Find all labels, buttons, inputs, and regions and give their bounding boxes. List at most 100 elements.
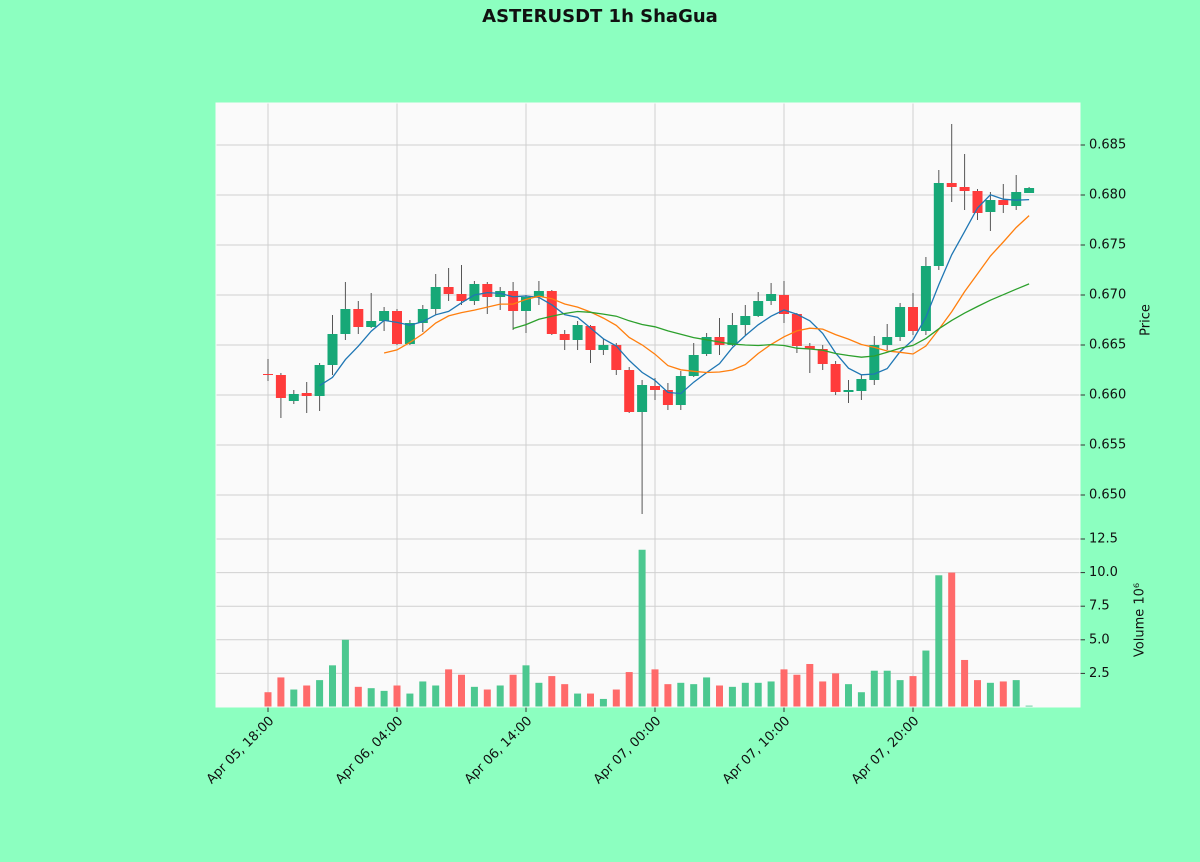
volume-axis-label: Volume 10⁶ (1133, 583, 1148, 657)
volume-bar (509, 674, 517, 707)
volume-bar (819, 681, 827, 707)
candle-body (392, 311, 402, 344)
candle-body (585, 326, 596, 350)
candle-body (1024, 188, 1035, 193)
candle-body (933, 183, 944, 266)
volume-bar (690, 684, 698, 707)
candle-body (1011, 192, 1022, 206)
volume-bar (1025, 705, 1033, 707)
candle-body (546, 291, 557, 334)
y-tick-label: 0.670 (1089, 288, 1126, 303)
volume-bar (883, 670, 891, 707)
volume-bar (806, 663, 814, 707)
candle-body (701, 337, 712, 354)
volume-bar (664, 684, 672, 707)
moving-average-line (319, 194, 1030, 395)
volume-bar (935, 575, 943, 707)
candle-body (650, 386, 660, 390)
volume-bar (548, 676, 556, 707)
y-tick-label: 0.685 (1089, 138, 1126, 153)
volume-bar (948, 572, 956, 707)
volume-bar (780, 669, 788, 707)
volume-bar (367, 688, 375, 707)
volume-tick-label: 12.5 (1089, 532, 1118, 547)
candle-body (920, 266, 931, 331)
candle-body (288, 394, 299, 401)
volume-bar (793, 674, 801, 707)
candle-body (972, 191, 983, 213)
candle-body (340, 309, 351, 334)
volume-bar (535, 682, 543, 707)
moving-average-line (512, 283, 1030, 358)
volume-bar (1012, 680, 1020, 707)
volume-bar (677, 682, 685, 707)
volume-bar (832, 673, 840, 707)
volume-bar (303, 685, 311, 707)
chart-title: ASTERUSDT 1h ShaGua (482, 6, 718, 27)
candle-body (766, 294, 777, 301)
candle-body (843, 390, 854, 392)
moving-average-line (383, 215, 1030, 374)
candle-body (946, 183, 957, 187)
volume-bar (870, 670, 878, 707)
candle-body (379, 311, 390, 321)
y-tick-label: 0.660 (1089, 388, 1126, 403)
y-tick-label: 0.675 (1089, 238, 1126, 253)
volume-bar (458, 674, 465, 707)
candle-body (521, 297, 531, 311)
candle-body (688, 355, 699, 376)
candle-body (817, 349, 828, 364)
volume-bar (341, 639, 349, 707)
candle-body (366, 321, 377, 327)
candle-body (327, 334, 338, 365)
volume-bar (264, 692, 272, 707)
volume-bar (432, 685, 440, 707)
volume-bar (496, 685, 504, 707)
volume-bar (574, 693, 582, 707)
y-tick-label: 0.680 (1089, 188, 1126, 203)
volume-bar (393, 685, 401, 707)
candle-body (533, 291, 544, 297)
candle-body (443, 287, 454, 294)
volume-bar (445, 669, 453, 707)
candle-body (908, 307, 918, 331)
candle-body (508, 291, 519, 311)
volume-tick-label: 5.0 (1089, 632, 1110, 647)
volume-tick-label: 10.0 (1089, 565, 1118, 580)
volume-bar (728, 686, 736, 707)
candle-body (456, 294, 467, 301)
candle-body (598, 345, 609, 350)
volume-bar (845, 684, 852, 707)
candle-body (740, 316, 751, 325)
volume-bar (999, 681, 1007, 707)
candle-body (275, 375, 286, 398)
volume-bar (522, 665, 530, 707)
volume-tick-label: 2.5 (1089, 666, 1110, 681)
y-tick-label: 0.655 (1089, 438, 1126, 453)
candle-body (572, 325, 583, 340)
candle-body (469, 284, 480, 301)
volume-bar (470, 686, 478, 707)
volume-bar (587, 693, 594, 707)
candle-body (882, 337, 893, 345)
volume-bar (380, 690, 388, 707)
candle-body (856, 379, 867, 391)
volume-bar (922, 650, 930, 707)
volume-bar (961, 659, 969, 707)
volume-bar (716, 685, 723, 707)
candle-body (559, 334, 570, 340)
volume-bar (909, 676, 917, 707)
candle-body (959, 187, 970, 191)
candle-body (314, 365, 325, 396)
volume-bar (896, 680, 904, 707)
candle-body (998, 200, 1009, 205)
candle-body (869, 345, 880, 380)
candle-body (830, 364, 841, 392)
candle-body (791, 314, 802, 346)
candle-body (301, 393, 312, 396)
candle-body (662, 390, 673, 405)
candle-body (985, 200, 996, 212)
volume-bar (767, 681, 775, 707)
volume-bar (277, 677, 285, 707)
